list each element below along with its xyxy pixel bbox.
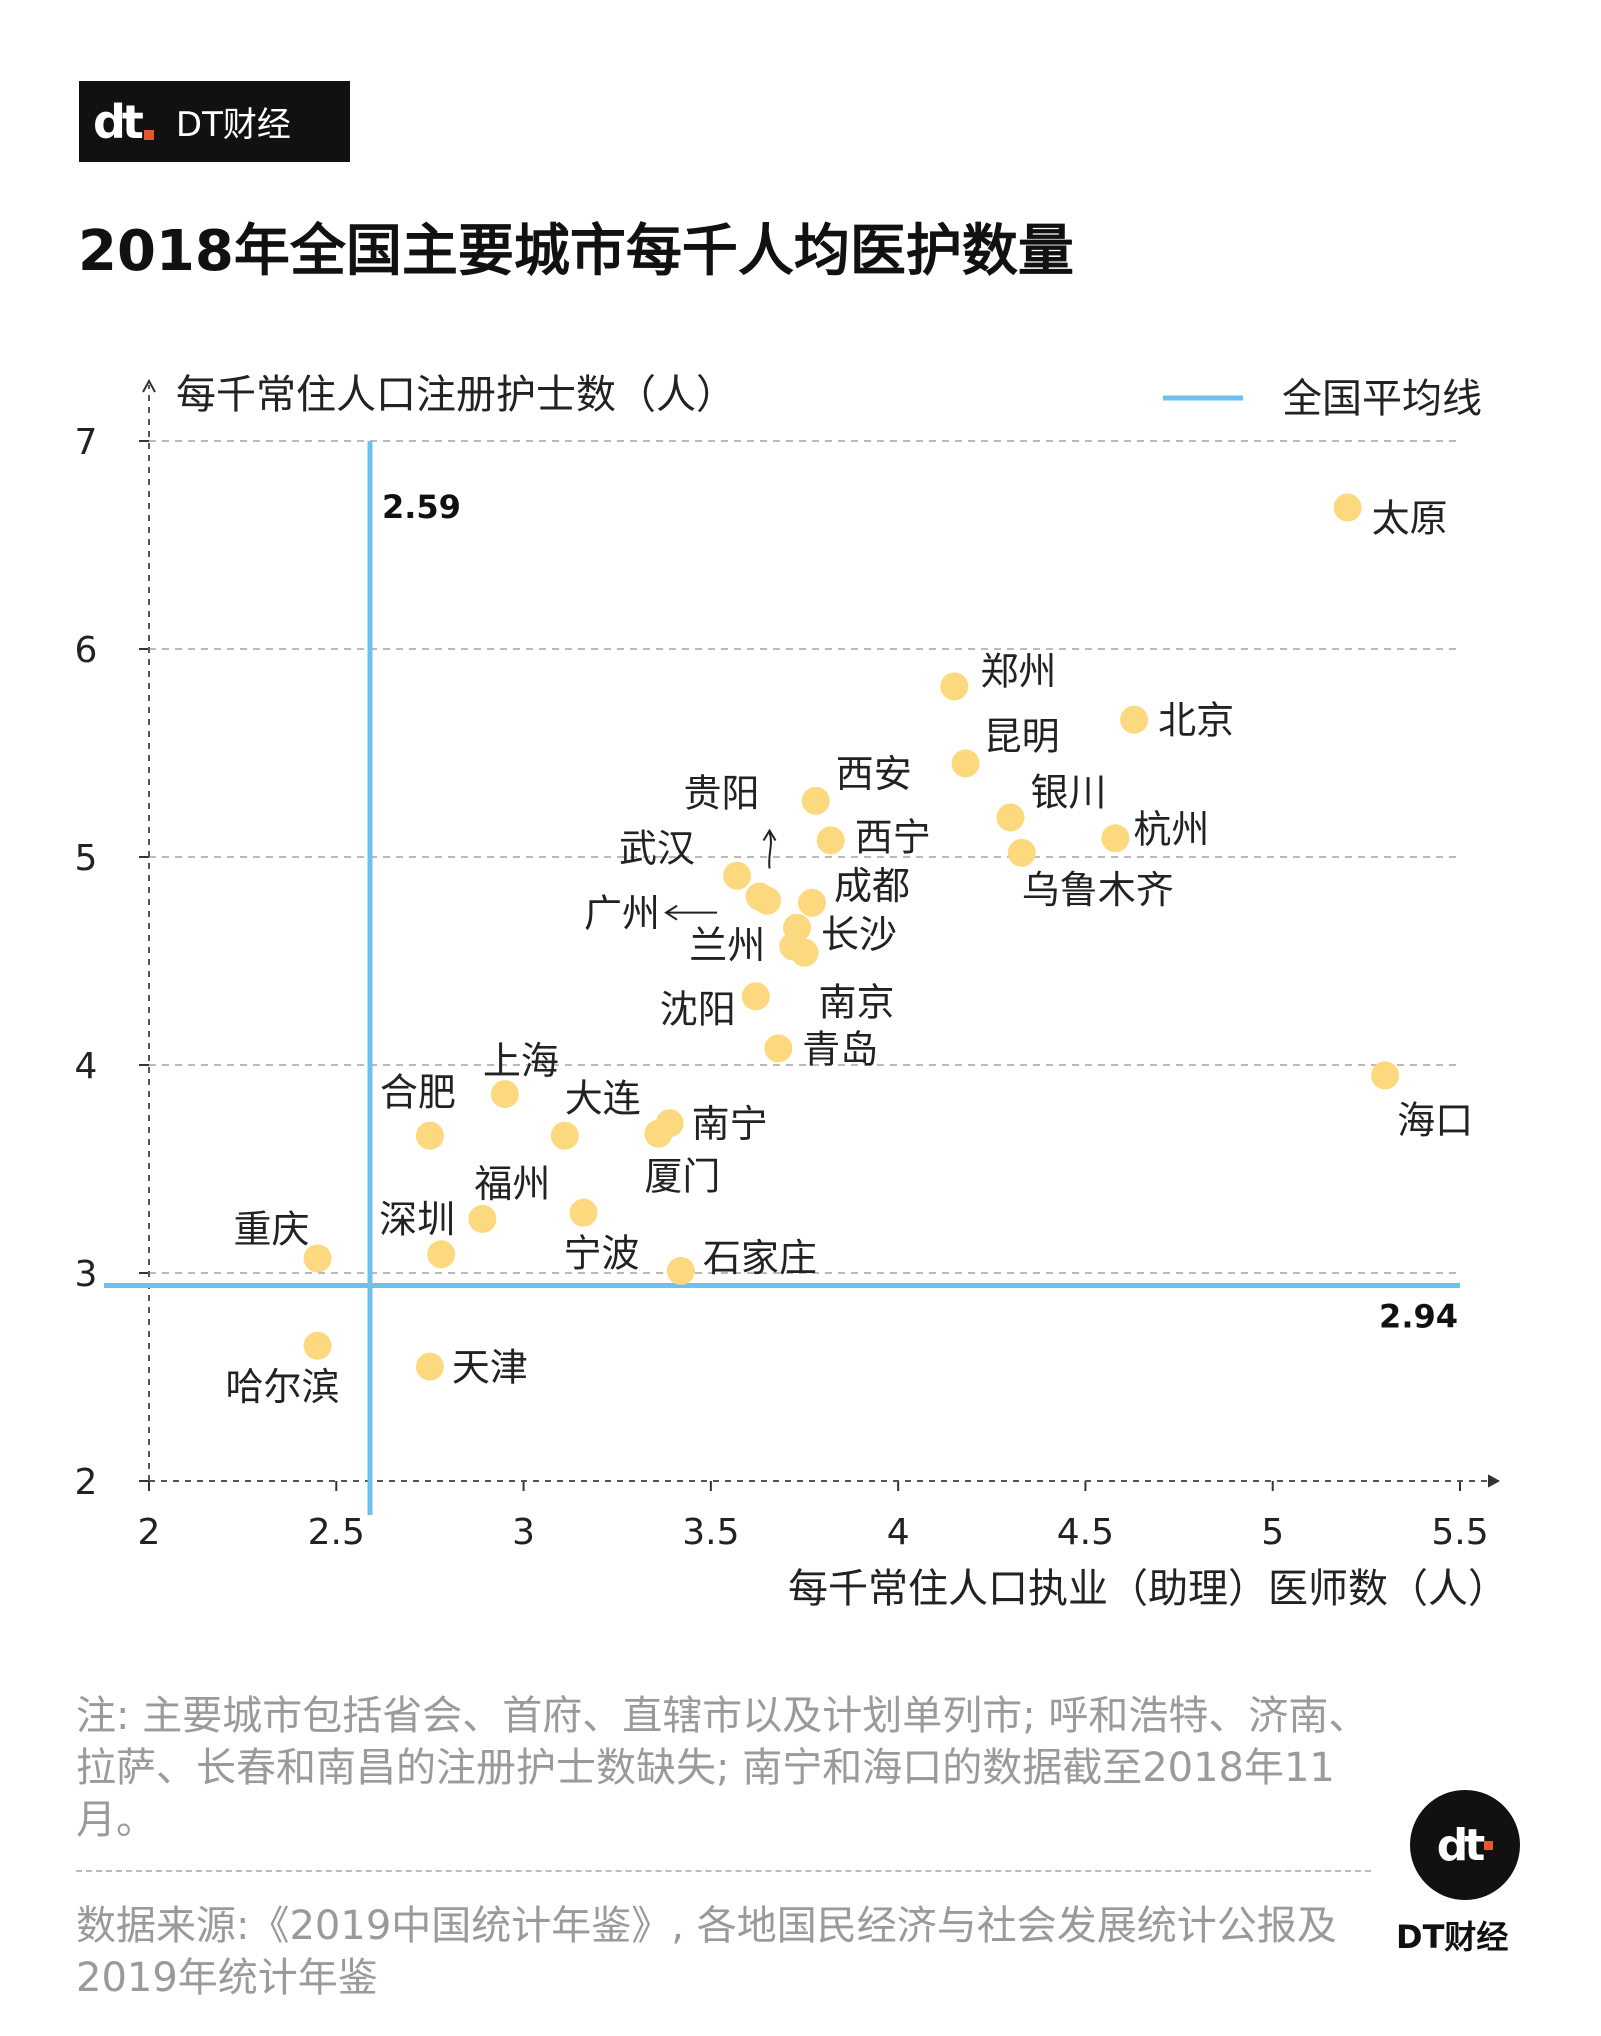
brand-badge: dt DT财经 (79, 81, 350, 162)
data-point-29 (666, 1256, 695, 1285)
average-lines: 2.59 2.94 (104, 441, 1460, 1515)
legend: 全国平均线 (1163, 376, 1482, 422)
point-label-30: 哈尔滨 (226, 1365, 340, 1409)
y-axis-title: 每千常住人口注册护士数（人） (176, 372, 736, 418)
point-label-9: 西宁 (855, 815, 931, 859)
chart-title: 2018年全国主要城市每千人均医护数量 (78, 219, 1074, 284)
data-point-2 (940, 672, 969, 701)
data-point-28 (303, 1244, 332, 1273)
data-point-26 (468, 1204, 497, 1233)
axes: 2 3 4 5 6 7 2 2.5 3 3.5 4 4.5 5 5.5 每千常住人口注册护士数（人） 每千常住… (75, 372, 1508, 1612)
data-point-18 (764, 1034, 793, 1063)
data-point-17 (741, 982, 770, 1011)
average-label-x: 2.59 (382, 488, 461, 526)
point-label-26: 福州 (474, 1162, 550, 1206)
legend-label: 全国平均线 (1282, 376, 1482, 422)
x-tick-label: 2 (138, 1512, 161, 1553)
point-label-5: 银川 (1031, 770, 1107, 814)
y-tick-label: 7 (75, 422, 98, 463)
data-point-20 (490, 1080, 519, 1109)
point-label-14: 长沙 (821, 913, 897, 957)
data-point-27 (427, 1240, 456, 1269)
data-point-9 (816, 826, 845, 855)
point-label-24: 大连 (565, 1077, 641, 1121)
point-label-16: 南京 (819, 981, 895, 1025)
point-label-11: 武汉 (619, 827, 695, 871)
x-tick-label: 3.5 (682, 1512, 739, 1553)
y-tick-label: 4 (75, 1046, 98, 1087)
x-tick-label: 3 (512, 1512, 535, 1553)
data-point-31 (415, 1352, 444, 1381)
point-label-8: 西安 (836, 752, 912, 796)
data-source: 数据来源:《2019中国统计年鉴》, 各地国民经济与社会发展统计公报及2019年… (76, 1903, 1337, 2001)
data-point-6 (1101, 824, 1130, 853)
arrow-up-icon (768, 832, 772, 869)
data-point-11 (723, 861, 752, 890)
arrow-left-head-icon (664, 904, 678, 921)
point-label-31: 天津 (452, 1346, 528, 1390)
data-point-4 (951, 749, 980, 778)
point-label-21: 南宁 (692, 1102, 768, 1146)
x-axis-arrow-icon (1487, 1474, 1501, 1488)
point-label-7: 乌鲁木齐 (1022, 868, 1174, 912)
data-point-1 (1333, 493, 1362, 522)
y-tick-label: 6 (75, 630, 98, 671)
data-point-12 (753, 886, 782, 915)
data-point-13 (797, 888, 826, 917)
data-point-25 (569, 1198, 598, 1227)
point-label-12: 广州 (584, 892, 660, 936)
point-label-17: 沈阳 (660, 987, 736, 1031)
x-axis-title: 每千常住人口执业（助理）医师数（人） (788, 1566, 1508, 1612)
arrow-up-head-icon (762, 828, 777, 842)
x-tick-label: 5.5 (1431, 1512, 1488, 1553)
y-tick-label: 5 (75, 838, 98, 879)
y-tick-label: 2 (75, 1462, 98, 1503)
x-tick-label: 4.5 (1057, 1512, 1114, 1553)
point-label-25: 宁波 (564, 1232, 640, 1276)
point-label-4: 昆明 (984, 714, 1060, 758)
x-tick-label: 5 (1261, 1512, 1284, 1553)
brand-logo-icon: dt (93, 95, 154, 149)
data-point-22 (644, 1119, 673, 1148)
data-point-3 (1120, 705, 1149, 734)
point-label-20: 上海 (483, 1039, 559, 1083)
brand-name: DT财经 (175, 105, 291, 145)
footer-logo-icon: dt (1410, 1790, 1520, 1900)
data-point-24 (550, 1121, 579, 1150)
data-point-5 (996, 803, 1025, 832)
grid-lines (149, 440, 1460, 1274)
data-point-16 (790, 938, 819, 967)
divider (76, 1870, 1371, 1872)
chart-note: 注: 主要城市包括省会、首府、直辖市以及计划单列市; 呼和浩特、济南、拉萨、长春… (76, 1693, 1369, 1843)
data-points (303, 493, 1400, 1381)
average-label-y: 2.94 (1379, 1297, 1458, 1335)
point-label-29: 石家庄 (703, 1236, 817, 1280)
point-label-13: 成都 (834, 864, 910, 908)
y-axis-arrow-icon (142, 378, 156, 393)
x-tick-label: 4 (887, 1512, 910, 1553)
point-label-28: 重庆 (234, 1207, 310, 1251)
point-label-6: 杭州 (1133, 807, 1209, 851)
x-tick-label: 2.5 (308, 1512, 365, 1553)
point-label-15: 兰州 (689, 923, 765, 967)
point-label-1: 太原 (1372, 497, 1448, 541)
point-label-22: 厦门 (644, 1155, 720, 1199)
data-point-23 (415, 1121, 444, 1150)
point-label-18: 青岛 (802, 1027, 878, 1071)
point-label-2: 郑州 (980, 649, 1056, 693)
data-point-8 (801, 786, 830, 815)
scatter-chart: 2 3 4 5 6 7 2 2.5 3 3.5 4 4.5 5 5.5 每千常住人口注册护士数（人） 每千常住… (75, 372, 1508, 1612)
point-label-27: 深圳 (379, 1197, 455, 1241)
point-label-19: 海口 (1397, 1098, 1473, 1142)
point-label-3: 北京 (1158, 699, 1234, 743)
footer-brand-name: DT财经 (1396, 1918, 1509, 1956)
data-point-19 (1371, 1061, 1400, 1090)
y-tick-label: 3 (75, 1254, 98, 1295)
data-point-30 (303, 1331, 332, 1360)
point-label-10: 贵阳 (684, 772, 760, 816)
point-label-23: 合肥 (380, 1071, 456, 1115)
data-point-7 (1007, 838, 1036, 867)
